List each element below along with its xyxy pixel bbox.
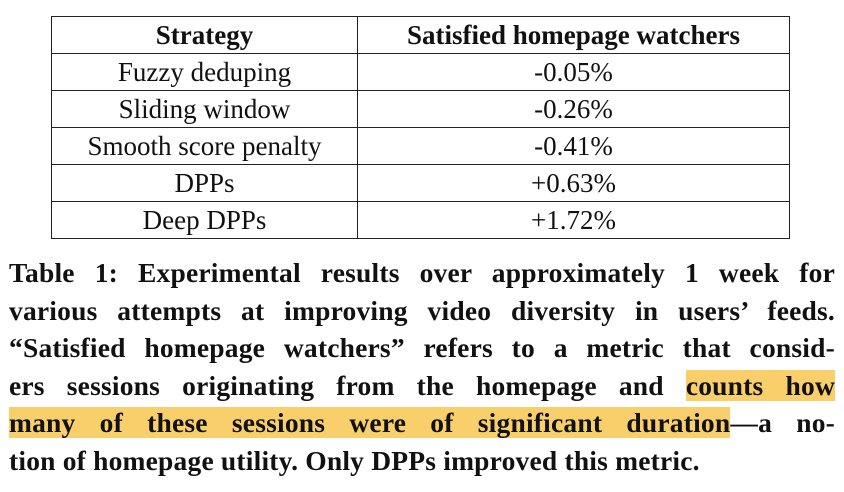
- table-row: Deep DPPs +1.72%: [51, 201, 790, 239]
- strategy-cell: Smooth score penalty: [51, 127, 358, 165]
- caption-text: ers sessions originating from the homepa…: [9, 369, 686, 401]
- table-header-row: Strategy Satisfied homepage watchers: [51, 16, 790, 54]
- value-cell: +0.63%: [357, 164, 790, 202]
- caption-line: many of these sessions were of significa…: [9, 404, 835, 442]
- caption-highlight: counts how: [685, 369, 836, 401]
- caption-line: “Satisfied homepage watchers” refers to …: [9, 332, 835, 363]
- strategy-cell: DPPs: [51, 164, 358, 202]
- caption-line: various attempts at improving video dive…: [9, 294, 835, 326]
- table-caption: Table 1: Experimental results over appro…: [9, 254, 836, 479]
- value-cell: -0.26%: [357, 90, 790, 128]
- value-cell: -0.41%: [357, 127, 790, 165]
- value-cell: +1.72%: [357, 201, 790, 239]
- table-row: DPPs +0.63%: [51, 164, 790, 202]
- results-table: Strategy Satisfied homepage watchers Fuz…: [51, 16, 790, 239]
- table-row: Sliding window -0.26%: [51, 90, 790, 128]
- table-row: Smooth score penalty -0.41%: [51, 127, 790, 165]
- caption-line: Table 1: Experimental results over appro…: [9, 257, 835, 288]
- strategy-cell: Fuzzy deduping: [51, 53, 358, 91]
- caption-line: tion of homepage utility. Only DPPs impr…: [9, 444, 700, 476]
- caption-highlight: many of these sessions were of significa…: [9, 407, 731, 438]
- strategy-cell: Deep DPPs: [51, 201, 358, 239]
- header-strategy: Strategy: [51, 16, 358, 54]
- header-satisfied-homepage-watchers: Satisfied homepage watchers: [357, 16, 790, 54]
- caption-text: —a no-: [730, 407, 835, 438]
- value-cell: -0.05%: [357, 53, 790, 91]
- strategy-cell: Sliding window: [51, 90, 358, 128]
- table-row: Fuzzy deduping -0.05%: [51, 53, 790, 91]
- caption-line: ers sessions originating from the homepa…: [9, 367, 836, 405]
